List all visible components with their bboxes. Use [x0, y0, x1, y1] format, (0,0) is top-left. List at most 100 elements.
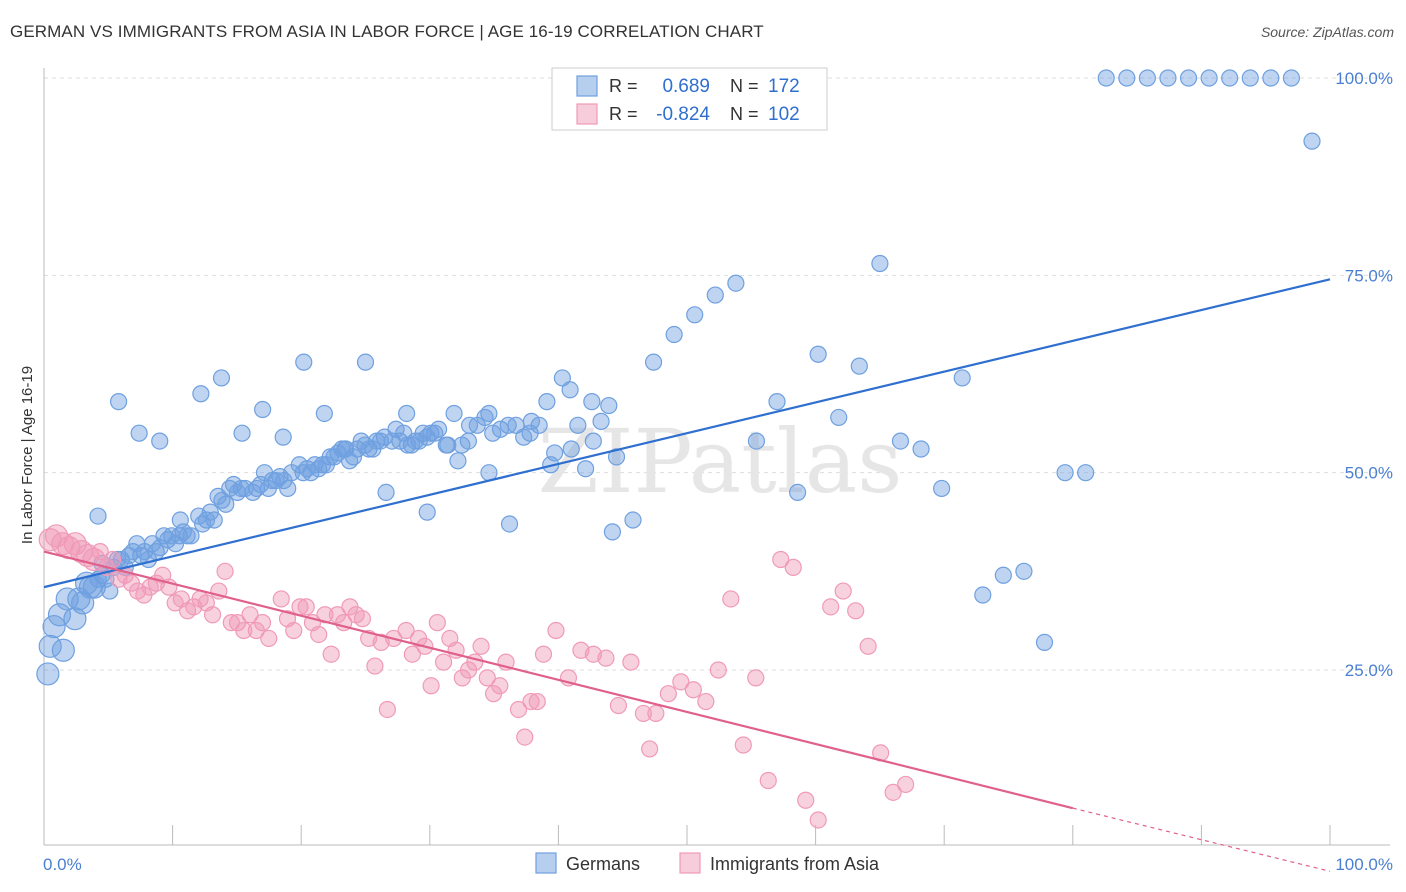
data-point	[891, 432, 910, 450]
data-point	[516, 728, 534, 746]
data-point	[609, 696, 628, 715]
data-point	[1200, 69, 1218, 87]
axes	[43, 68, 1390, 846]
data-point	[398, 404, 416, 423]
data-point	[897, 775, 915, 794]
data-point	[429, 420, 448, 438]
data-point	[600, 396, 618, 415]
data-point	[584, 432, 602, 450]
data-point	[768, 393, 786, 411]
y-tick-label: 75.0%	[1345, 266, 1393, 285]
data-point	[434, 653, 453, 671]
data-point	[1282, 69, 1301, 87]
x-tick-label: 100.0%	[1335, 855, 1393, 874]
data-point	[974, 586, 992, 604]
data-point	[1179, 69, 1198, 87]
data-point	[397, 621, 415, 640]
data-point	[644, 353, 663, 371]
stats-r-value: -0.824	[656, 104, 710, 125]
data-point	[203, 606, 222, 624]
data-point	[422, 677, 440, 695]
data-point	[1241, 69, 1259, 87]
data-point	[478, 669, 496, 687]
data-point	[747, 432, 766, 450]
data-point	[1035, 633, 1054, 651]
legend-swatch	[535, 852, 557, 874]
stats-n-value: 172	[768, 76, 800, 97]
series-immigrants-from-asia-points	[38, 524, 915, 829]
trend-line-germans	[43, 278, 1331, 589]
data-point	[36, 662, 60, 686]
data-point	[538, 393, 556, 411]
data-point	[422, 424, 440, 442]
data-point	[171, 511, 189, 529]
legend-swatch	[679, 852, 701, 874]
data-point	[295, 353, 313, 371]
data-point	[356, 353, 375, 371]
data-point	[377, 483, 395, 501]
data-point	[310, 625, 328, 644]
data-point	[500, 515, 519, 533]
data-point	[521, 424, 539, 442]
data-point	[484, 424, 502, 442]
data-point	[216, 562, 234, 580]
data-point	[109, 393, 128, 411]
data-point	[1015, 562, 1033, 580]
data-point	[1097, 69, 1115, 87]
data-point	[747, 669, 765, 687]
data-point	[722, 590, 740, 608]
y-axis-label: In Labor Force | Age 16-19	[19, 365, 36, 545]
data-point	[830, 408, 848, 427]
data-point	[480, 404, 498, 423]
stats-swatch	[576, 103, 598, 125]
data-point	[871, 254, 889, 273]
stats-legend: R = 0.689 N = 172 R = -0.824 N = 102	[551, 67, 828, 131]
data-point	[576, 460, 595, 478]
data-point	[850, 357, 868, 375]
data-point	[233, 424, 251, 442]
data-point	[212, 369, 231, 387]
data-point	[641, 740, 659, 758]
data-point	[403, 645, 421, 663]
data-point	[254, 400, 272, 419]
x-tick-labels: 0.0% 100.0%	[43, 855, 1393, 874]
data-point	[42, 614, 66, 639]
data-point	[647, 704, 665, 723]
stats-r-value: 0.689	[662, 76, 710, 97]
legend: Germans Immigrants from Asia	[535, 852, 880, 874]
series-germans-points	[36, 69, 1321, 686]
data-point	[222, 614, 240, 632]
data-point	[285, 621, 303, 640]
stats-n-value: 102	[768, 104, 800, 125]
data-point	[772, 550, 790, 569]
x-tick-label: 0.0%	[43, 855, 82, 874]
data-point	[684, 681, 702, 699]
legend-label: Germans	[566, 854, 640, 874]
data-point	[336, 440, 354, 458]
legend-label: Immigrants from Asia	[710, 854, 880, 874]
data-point	[491, 677, 509, 695]
data-point	[1159, 69, 1177, 87]
data-point	[834, 582, 852, 600]
data-point	[509, 700, 528, 719]
data-point	[672, 673, 690, 691]
data-point	[418, 503, 436, 521]
data-point	[809, 811, 827, 829]
data-point	[182, 527, 200, 545]
data-point	[353, 610, 372, 628]
data-point	[51, 638, 75, 662]
data-point	[151, 432, 169, 450]
data-point	[1118, 69, 1136, 87]
stats-n-label: N =	[730, 104, 759, 124]
data-point	[912, 440, 930, 458]
stats-r-label: R =	[609, 76, 638, 96]
trend-line-immigrants	[43, 550, 1074, 810]
data-point	[622, 653, 640, 671]
data-point	[607, 448, 626, 466]
data-point	[953, 369, 971, 387]
data-point	[1077, 464, 1095, 482]
chart-source: Source: ZipAtlas.com	[1260, 24, 1394, 40]
data-point	[1262, 69, 1280, 87]
data-point	[1303, 132, 1321, 150]
data-point	[562, 440, 580, 458]
